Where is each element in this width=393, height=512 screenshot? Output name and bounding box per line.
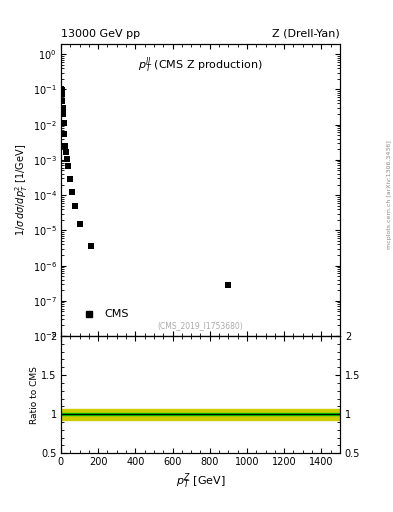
Y-axis label: Ratio to CMS: Ratio to CMS [29, 366, 39, 423]
X-axis label: $p_T^Z$ [GeV]: $p_T^Z$ [GeV] [176, 472, 225, 491]
Text: 13000 GeV pp: 13000 GeV pp [61, 29, 140, 39]
Legend: CMS: CMS [74, 306, 132, 323]
Text: mcplots.cern.ch [arXiv:1306.3436]: mcplots.cern.ch [arXiv:1306.3436] [387, 140, 392, 249]
Text: Z (Drell-Yan): Z (Drell-Yan) [272, 29, 340, 39]
Text: (CMS_2019_I1753680): (CMS_2019_I1753680) [158, 321, 243, 330]
Y-axis label: $1/\sigma\,d\sigma/dp_T^2$ [1/GeV]: $1/\sigma\,d\sigma/dp_T^2$ [1/GeV] [13, 144, 30, 236]
Text: $p_T^{ll}$ (CMS Z production): $p_T^{ll}$ (CMS Z production) [138, 55, 263, 75]
